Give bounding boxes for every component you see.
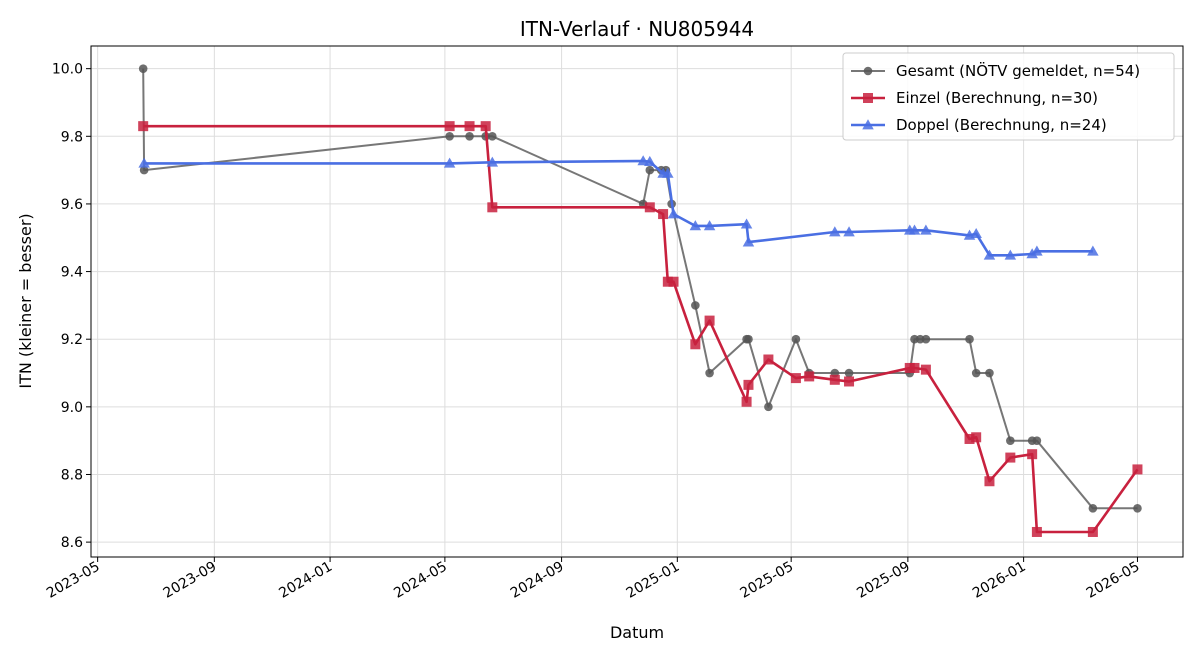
data-point — [862, 119, 874, 130]
data-point — [1031, 245, 1043, 256]
data-point — [668, 276, 679, 287]
data-point — [744, 334, 753, 344]
y-tick-label: 9.8 — [61, 129, 83, 145]
data-point — [983, 249, 996, 260]
series-square — [138, 121, 1143, 537]
legend: Gesamt (NÖTV gemeldet, n=54) Einzel (Bere… — [842, 52, 1175, 141]
y-tick-label: 8.8 — [61, 467, 83, 483]
data-point — [139, 165, 149, 175]
data-point — [465, 131, 474, 141]
data-point — [971, 368, 981, 378]
legend-label: Gesamt (NÖTV gemeldet, n=54) — [896, 61, 1140, 80]
data-point — [1087, 245, 1099, 256]
data-point — [863, 93, 873, 103]
data-point — [741, 396, 752, 407]
data-point — [691, 301, 700, 310]
data-point — [644, 202, 655, 213]
data-point — [138, 157, 150, 168]
data-point — [791, 334, 801, 344]
data-point — [970, 227, 982, 239]
data-point — [645, 165, 655, 175]
data-point — [138, 121, 149, 132]
legend-box — [842, 52, 1175, 141]
chart-title: ITN-Verlauf · NU805944 — [520, 17, 754, 41]
data-point — [1088, 504, 1098, 513]
y-axis: 8.6 8.8 9.0 9.2 9.4 9.6 9.8 10.0 — [52, 62, 91, 551]
data-point — [1026, 248, 1038, 259]
data-point — [1027, 449, 1038, 460]
x-axis-title: Datum — [610, 623, 664, 642]
legend-item: Doppel (Berechnung, n=24) — [851, 116, 1107, 134]
legend-label: Einzel (Berechnung, n=30) — [896, 89, 1098, 107]
data-point — [965, 334, 974, 344]
data-point — [804, 371, 815, 382]
data-point — [480, 121, 491, 132]
y-tick-label: 9.2 — [61, 332, 83, 348]
data-point — [1031, 526, 1042, 537]
y-axis-title: ITN (kleiner = besser) — [16, 213, 35, 388]
legend-item: Gesamt (NÖTV gemeldet, n=54) — [851, 61, 1140, 80]
data-point — [908, 224, 921, 235]
data-point — [740, 218, 753, 229]
data-point — [658, 209, 669, 220]
data-point — [689, 220, 702, 231]
data-point — [829, 226, 841, 237]
data-point — [743, 379, 754, 390]
series-triangle — [138, 155, 1099, 260]
y-tick-label: 8.6 — [61, 535, 83, 551]
data-point — [971, 432, 982, 443]
data-point — [488, 131, 497, 141]
data-point — [1005, 452, 1016, 463]
data-point — [662, 276, 673, 287]
data-point — [1004, 249, 1017, 260]
data-point — [921, 334, 931, 344]
data-point — [742, 236, 755, 247]
data-point — [704, 315, 715, 326]
data-point — [1006, 436, 1015, 445]
data-point — [843, 226, 855, 237]
data-point — [863, 66, 873, 76]
data-point — [1032, 436, 1042, 445]
plot-area-frame — [90, 45, 1184, 558]
legend-item: Einzel (Berechnung, n=30) — [851, 89, 1098, 107]
data-point — [662, 167, 674, 178]
data-point — [705, 368, 714, 378]
data-point — [829, 374, 840, 385]
data-point — [763, 354, 774, 365]
data-point — [984, 476, 995, 487]
data-point — [844, 368, 854, 378]
data-point — [690, 339, 701, 350]
data-point — [703, 220, 716, 231]
data-point — [138, 64, 148, 73]
grid — [91, 46, 1183, 557]
data-point — [1087, 526, 1098, 537]
data-point — [443, 157, 456, 168]
data-point — [920, 224, 932, 235]
data-point — [667, 208, 680, 219]
data-point — [764, 402, 773, 412]
data-point — [844, 376, 855, 387]
data-point — [964, 433, 975, 444]
data-point — [445, 131, 454, 141]
y-tick-label: 10.0 — [52, 62, 83, 78]
data-point — [1133, 504, 1142, 513]
data-point — [909, 362, 920, 373]
legend-label: Doppel (Berechnung, n=24) — [896, 116, 1107, 134]
data-point — [790, 373, 801, 384]
y-tick-label: 9.4 — [61, 265, 83, 281]
series-layer — [138, 64, 1143, 537]
data-point — [1132, 464, 1143, 475]
y-tick-label: 9.0 — [61, 400, 83, 416]
data-point — [486, 156, 499, 167]
data-point — [920, 364, 931, 375]
data-point — [985, 368, 994, 378]
data-point — [487, 202, 498, 213]
data-point — [464, 121, 475, 132]
data-point — [644, 155, 656, 166]
y-tick-label: 9.6 — [61, 197, 83, 213]
data-point — [444, 121, 455, 132]
